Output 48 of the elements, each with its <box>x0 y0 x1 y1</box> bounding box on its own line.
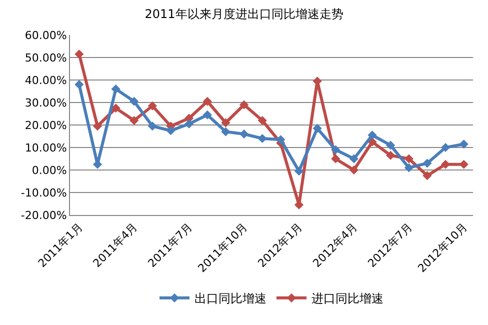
point <box>202 96 212 106</box>
point <box>221 118 230 128</box>
point <box>276 135 286 144</box>
point <box>349 165 358 175</box>
point <box>130 96 139 106</box>
y-tick-label: 0.00% <box>32 164 67 177</box>
chart-title: 2011年以来月度进出口同比增速走势 <box>144 7 344 22</box>
point <box>130 116 139 126</box>
y-tick-label: -10.00% <box>20 186 67 200</box>
y-tick-label: 10.00% <box>24 141 67 154</box>
point <box>166 126 176 136</box>
point <box>312 124 322 133</box>
point <box>258 134 267 144</box>
point <box>239 129 249 139</box>
point <box>148 122 157 131</box>
point <box>331 154 340 164</box>
point <box>459 140 468 149</box>
point <box>368 130 377 140</box>
point <box>239 100 249 110</box>
point <box>440 160 450 169</box>
point <box>422 171 432 180</box>
point <box>349 154 358 164</box>
point <box>258 116 267 126</box>
point <box>184 119 194 128</box>
point <box>422 158 432 168</box>
legend-label: 出口同比增速 <box>194 292 266 306</box>
point <box>440 142 450 152</box>
point <box>74 80 84 90</box>
y-tick-label: 20.00% <box>24 118 67 132</box>
point <box>386 140 396 150</box>
point <box>404 154 414 164</box>
y-tick-label: 50.00% <box>24 51 67 64</box>
y-tick-label: 60.00% <box>24 28 67 42</box>
point <box>202 110 212 120</box>
point <box>221 127 230 136</box>
y-tick-label: 30.00% <box>24 96 67 110</box>
point <box>74 50 84 59</box>
point <box>111 84 120 94</box>
point <box>92 122 102 131</box>
y-tick-label: -20.00% <box>20 208 67 222</box>
y-tick-label: 40.00% <box>24 74 67 87</box>
point <box>404 163 414 172</box>
legend-label: 进口同比增速 <box>312 292 384 306</box>
point <box>331 145 340 154</box>
point <box>386 150 396 160</box>
point <box>148 101 157 110</box>
point <box>294 166 304 176</box>
point <box>111 104 120 113</box>
